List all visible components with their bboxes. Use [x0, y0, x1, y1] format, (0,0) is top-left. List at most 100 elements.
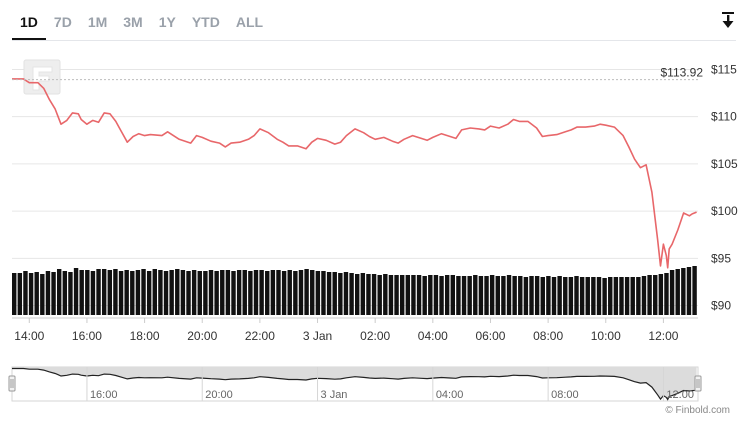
volume-bar: [444, 275, 450, 315]
volume-bar: [40, 274, 45, 315]
volume-bar: [270, 270, 276, 315]
volume-bar: [321, 271, 326, 315]
volume-bar: [287, 270, 292, 315]
download-arrow-icon[interactable]: [720, 12, 736, 30]
volume-bar: [107, 270, 113, 315]
volume-bar: [366, 274, 371, 315]
volume-bar: [439, 276, 444, 315]
x-tick-label: 06:00: [475, 329, 505, 343]
volume-bar: [495, 276, 500, 315]
volume-bar: [546, 276, 551, 315]
volume-bar: [208, 270, 214, 315]
navigator-left-handle[interactable]: [8, 375, 16, 392]
volume-bar: [658, 274, 664, 315]
volume-bar: [51, 272, 56, 315]
volume-bar: [681, 268, 686, 315]
x-tick-label: 10:00: [591, 329, 621, 343]
volume-bars: [12, 266, 697, 315]
volume-bar: [332, 272, 337, 315]
volume-bar: [326, 272, 332, 315]
volume-bar: [163, 271, 169, 315]
volume-bar: [180, 270, 186, 315]
volume-bar: [523, 277, 529, 315]
volume-bar: [349, 273, 354, 315]
volume-bar: [152, 269, 157, 315]
range-tab-1m[interactable]: 1M: [87, 14, 108, 30]
x-tick-label: 22:00: [245, 329, 275, 343]
navigator-right-handle[interactable]: [694, 375, 702, 392]
volume-bar: [484, 276, 489, 315]
volume-bar: [692, 266, 697, 315]
x-tick-label: 3 Jan: [303, 329, 332, 343]
volume-bar: [669, 270, 675, 315]
volume-bar: [371, 274, 377, 315]
volume-bar: [124, 270, 129, 315]
credit-text: © Finbold.com: [665, 405, 730, 416]
volume-bar: [675, 269, 680, 315]
volume-bar: [512, 276, 517, 315]
range-tab-ytd[interactable]: YTD: [191, 14, 220, 30]
volume-bar: [450, 275, 456, 315]
volume-bar: [214, 271, 219, 315]
range-tab-1d[interactable]: 1D: [12, 6, 46, 40]
volume-bar: [23, 271, 28, 315]
volume-bar: [433, 275, 439, 315]
volume-bar: [422, 276, 427, 315]
range-tab-1y[interactable]: 1Y: [158, 14, 176, 30]
price-line: [12, 78, 697, 269]
volume-bar: [203, 271, 208, 315]
volume-bar: [231, 271, 236, 315]
volume-bar: [624, 277, 630, 315]
volume-bar: [310, 270, 315, 315]
volume-bar: [101, 269, 107, 315]
volume-bar: [248, 271, 253, 315]
volume-bar: [186, 271, 191, 315]
volume-bar: [85, 270, 90, 315]
y-tick-label: $90: [711, 299, 731, 313]
volume-bar: [253, 270, 259, 315]
volume-bar: [653, 275, 658, 315]
volume-bar: [315, 271, 321, 315]
y-tick-label: $115: [711, 62, 737, 76]
volume-bar: [169, 270, 174, 315]
volume-bar: [79, 270, 84, 315]
navigator-tick-label: 16:00: [90, 389, 118, 401]
volume-bar: [135, 270, 141, 315]
tab-divider: [12, 40, 736, 41]
volume-bar: [428, 275, 433, 315]
volume-bar: [45, 271, 51, 315]
volume-bar: [585, 277, 590, 315]
volume-bar: [343, 272, 349, 315]
navigator[interactable]: 16:00 20:00 3 Jan 04:00 08:00 12:00: [8, 366, 702, 402]
volume-bar: [225, 270, 231, 315]
volume-bar: [456, 276, 461, 315]
volume-bar: [489, 275, 495, 315]
y-tick-label: $110: [711, 110, 737, 124]
navigator-tick-label: 04:00: [436, 389, 464, 401]
navigator-tick-label: 20:00: [205, 389, 233, 401]
volume-bar: [405, 275, 411, 315]
volume-bar: [146, 271, 152, 315]
volume-bar: [113, 269, 118, 315]
volume-bar: [175, 269, 180, 315]
volume-bar: [557, 276, 562, 315]
volume-bar: [388, 275, 394, 315]
x-tick-label: 18:00: [130, 329, 160, 343]
finbold-logo-icon: [23, 59, 61, 95]
volume-bar: [293, 271, 298, 315]
volume-bar: [568, 277, 574, 315]
range-tab-3m[interactable]: 3M: [123, 14, 143, 30]
y-axis: $115 $110 $105 $100 $95 $90: [711, 62, 738, 312]
volume-bar: [12, 273, 17, 315]
volume-bar: [360, 273, 366, 315]
volume-bar: [242, 270, 247, 315]
range-tab-all[interactable]: ALL: [235, 14, 264, 30]
volume-bar: [377, 275, 382, 315]
y-tick-label: $95: [711, 251, 731, 265]
volume-bar: [473, 275, 478, 315]
volume-bar: [591, 277, 596, 315]
range-tab-7d[interactable]: 7D: [53, 14, 72, 30]
volume-bar: [534, 276, 540, 315]
volume-bar: [664, 273, 669, 315]
x-tick-label: 04:00: [418, 329, 448, 343]
